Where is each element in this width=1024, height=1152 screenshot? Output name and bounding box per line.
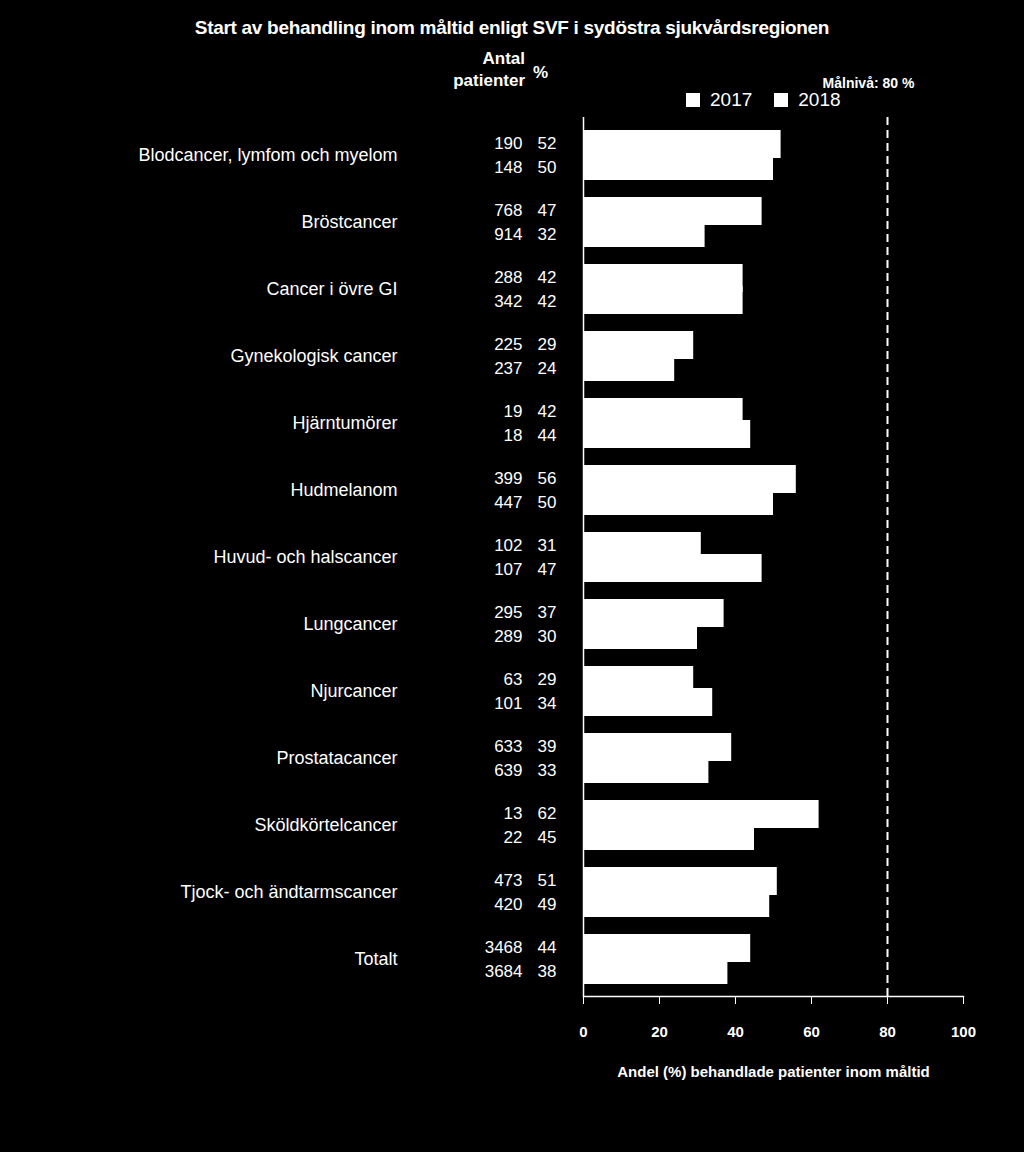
svg-text:420: 420	[494, 895, 522, 914]
svg-text:Hjärntumörer: Hjärntumörer	[292, 413, 397, 433]
svg-text:45: 45	[538, 828, 557, 847]
svg-text:Bröstcancer: Bröstcancer	[301, 212, 397, 232]
svg-text:Lungcancer: Lungcancer	[303, 614, 397, 634]
svg-text:51: 51	[538, 871, 557, 890]
svg-text:63: 63	[504, 670, 523, 689]
svg-text:42: 42	[538, 292, 557, 311]
svg-text:3468: 3468	[485, 938, 523, 957]
svg-text:Njurcancer: Njurcancer	[310, 681, 397, 701]
svg-text:289: 289	[494, 627, 522, 646]
svg-text:60: 60	[803, 1023, 820, 1040]
svg-text:914: 914	[494, 225, 522, 244]
html-text:patienter: patienter	[453, 71, 525, 90]
svg-text:288: 288	[494, 268, 522, 287]
svg-text:237: 237	[494, 359, 522, 378]
svg-text:Cancer i övre GI: Cancer i övre GI	[266, 279, 397, 299]
svg-text:49: 49	[538, 895, 557, 914]
svg-text:30: 30	[538, 627, 557, 646]
svg-text:Tjock- och ändtarmscancer: Tjock- och ändtarmscancer	[180, 882, 397, 902]
svg-text:29: 29	[538, 335, 557, 354]
html-text:2018: 2018	[798, 89, 841, 110]
svg-text:50: 50	[538, 158, 557, 177]
svg-text:639: 639	[494, 761, 522, 780]
svg-text:38: 38	[538, 962, 557, 981]
html-text:Start av behandling inom målti: Start av behandling inom måltid enligt S…	[194, 17, 830, 38]
svg-text:0: 0	[579, 1023, 587, 1040]
svg-text:44: 44	[538, 426, 557, 445]
svg-text:29: 29	[538, 670, 557, 689]
svg-text:100: 100	[951, 1023, 976, 1040]
svg-text:80: 80	[879, 1023, 896, 1040]
svg-text:473: 473	[494, 871, 522, 890]
svg-text:24: 24	[538, 359, 557, 378]
svg-text:50: 50	[538, 493, 557, 512]
html-text:Antal: Antal	[482, 49, 525, 68]
svg-text:447: 447	[494, 493, 522, 512]
svg-text:34: 34	[538, 694, 557, 713]
svg-text:32: 32	[538, 225, 557, 244]
svg-text:42: 42	[538, 268, 557, 287]
svg-text:Prostatacancer: Prostatacancer	[276, 748, 397, 768]
svg-text:Blodcancer, lymfom och myelom: Blodcancer, lymfom och myelom	[138, 145, 397, 165]
svg-text:13: 13	[504, 804, 523, 823]
svg-text:18: 18	[504, 426, 523, 445]
svg-text:Totalt: Totalt	[354, 949, 397, 969]
svg-text:633: 633	[494, 737, 522, 756]
svg-text:102: 102	[494, 536, 522, 555]
svg-text:295: 295	[494, 603, 522, 622]
svg-text:101: 101	[494, 694, 522, 713]
svg-text:342: 342	[494, 292, 522, 311]
svg-text:399: 399	[494, 469, 522, 488]
html-text:2017: 2017	[710, 89, 753, 110]
svg-text:22: 22	[504, 828, 523, 847]
svg-text:31: 31	[538, 536, 557, 555]
svg-text:19: 19	[504, 402, 523, 421]
svg-text:3684: 3684	[485, 962, 523, 981]
svg-text:47: 47	[538, 201, 557, 220]
svg-text:52: 52	[538, 134, 557, 153]
svg-text:47: 47	[538, 560, 557, 579]
svg-text:56: 56	[538, 469, 557, 488]
svg-text:39: 39	[538, 737, 557, 756]
svg-text:37: 37	[538, 603, 557, 622]
svg-text:44: 44	[538, 938, 557, 957]
svg-text:190: 190	[494, 134, 522, 153]
svg-text:40: 40	[727, 1023, 744, 1040]
svg-text:225: 225	[494, 335, 522, 354]
svg-text:Huvud- och halscancer: Huvud- och halscancer	[213, 547, 397, 567]
svg-text:20: 20	[651, 1023, 668, 1040]
svg-text:62: 62	[538, 804, 557, 823]
svg-text:Gynekologisk cancer: Gynekologisk cancer	[230, 346, 397, 366]
svg-text:Sköldkörtelcancer: Sköldkörtelcancer	[254, 815, 397, 835]
svg-text:33: 33	[538, 761, 557, 780]
svg-text:107: 107	[494, 560, 522, 579]
svg-text:768: 768	[494, 201, 522, 220]
svg-text:Andel (%) behandlade patienter: Andel (%) behandlade patienter inom målt…	[617, 1063, 930, 1080]
svg-text:Hudmelanom: Hudmelanom	[290, 480, 397, 500]
svg-text:148: 148	[494, 158, 522, 177]
svg-text:42: 42	[538, 402, 557, 421]
svg-text:Målnivå: 80 %: Målnivå: 80 %	[823, 75, 915, 91]
